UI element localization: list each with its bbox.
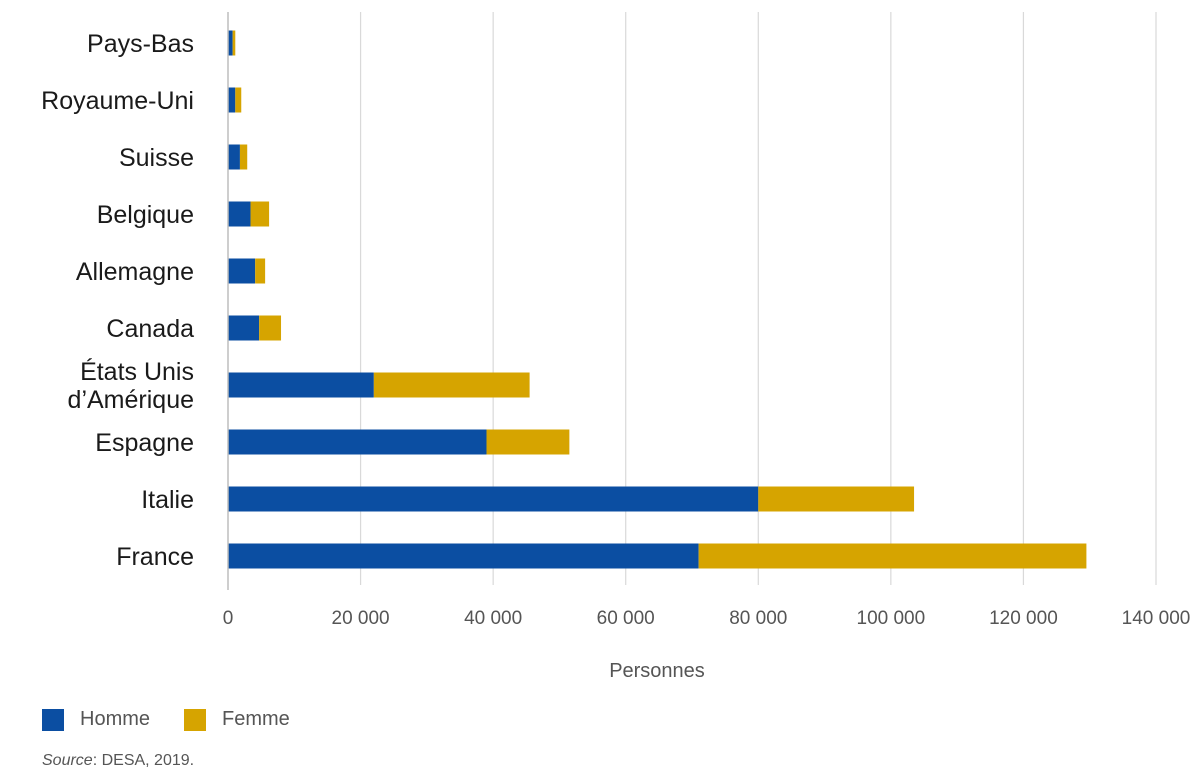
category-label-3: Belgique	[97, 201, 194, 229]
bar-homme-4	[228, 258, 256, 284]
source-note: Source: DESA, 2019.	[42, 752, 194, 770]
category-label-line: Allemagne	[76, 258, 194, 286]
bar-homme-2	[228, 144, 240, 170]
category-label-line: Canada	[106, 315, 194, 343]
x-tick-label-60000: 60 000	[597, 608, 655, 629]
stacked-bar-chart: Pays-Bas Royaume-Uni Suisse Belgique Allemag…	[41, 12, 1191, 682]
bar-homme-8	[228, 486, 759, 512]
x-tick-label-100000: 100 000	[857, 608, 926, 629]
bar-homme-1	[228, 87, 236, 113]
bar-homme-3	[228, 201, 251, 227]
category-label-4: Allemagne	[76, 258, 194, 286]
x-tick-labels: 0 20 000 40 000 60 000 80 000 100 000 120 000 1…	[223, 608, 1191, 629]
category-label-1: Royaume-Uni	[41, 87, 194, 115]
x-tick-label-20000: 20 000	[332, 608, 390, 629]
bar-femme-2	[239, 144, 248, 170]
x-tick-label-120000: 120 000	[989, 608, 1058, 629]
category-label-2: Suisse	[119, 144, 194, 172]
bars	[228, 30, 1087, 569]
category-label-line: Belgique	[97, 201, 194, 229]
legend-swatch-femme	[184, 708, 207, 731]
bar-femme-4	[255, 258, 266, 284]
category-label-5: Canada	[106, 315, 194, 343]
bar-homme-5	[228, 315, 260, 341]
category-label-line: d’Amérique	[68, 386, 194, 414]
category-labels: Pays-Bas Royaume-Uni Suisse Belgique Allemag…	[41, 30, 194, 571]
bar-femme-6	[373, 372, 530, 398]
category-label-line: États Unis	[80, 357, 194, 386]
x-tick-label-40000: 40 000	[464, 608, 522, 629]
legend: Homme Femme	[42, 708, 324, 731]
bar-femme-1	[235, 87, 242, 113]
category-label-line: France	[116, 543, 194, 571]
bar-femme-0	[232, 30, 236, 56]
gridlines	[359, 12, 1157, 585]
category-label-0: Pays-Bas	[87, 30, 194, 58]
bar-homme-9	[228, 543, 699, 569]
bar-homme-6	[228, 372, 374, 398]
category-label-8: Italie	[141, 486, 194, 514]
category-label-line: Espagne	[95, 429, 194, 457]
category-label-7: Espagne	[95, 429, 194, 457]
bar-femme-8	[758, 486, 915, 512]
bar-femme-7	[486, 429, 570, 455]
category-label-6: États Unis d’Amérique	[68, 357, 194, 414]
bar-homme-7	[228, 429, 487, 455]
category-label-line: Pays-Bas	[87, 30, 194, 58]
category-label-line: Royaume-Uni	[41, 87, 194, 115]
source-text: : DESA, 2019.	[92, 752, 195, 769]
bar-femme-9	[698, 543, 1087, 569]
bar-homme-0	[228, 30, 233, 56]
category-label-line: Italie	[141, 486, 194, 514]
source-label: Source	[42, 752, 93, 769]
legend-swatch-homme	[42, 708, 64, 731]
x-axis-title: Personnes	[609, 660, 705, 682]
x-tick-label-140000: 140 000	[1122, 608, 1191, 629]
category-label-9: France	[116, 543, 194, 571]
legend-label-homme: Homme	[80, 708, 151, 730]
legend-label-femme: Femme	[222, 708, 290, 730]
category-label-line: Suisse	[119, 144, 194, 172]
legend-item-homme: Homme	[42, 708, 150, 731]
x-tick-label-0: 0	[223, 608, 234, 629]
bar-femme-5	[259, 315, 282, 341]
x-tick-label-80000: 80 000	[729, 608, 787, 629]
bar-femme-3	[250, 201, 270, 227]
legend-item-femme: Femme	[184, 708, 290, 731]
